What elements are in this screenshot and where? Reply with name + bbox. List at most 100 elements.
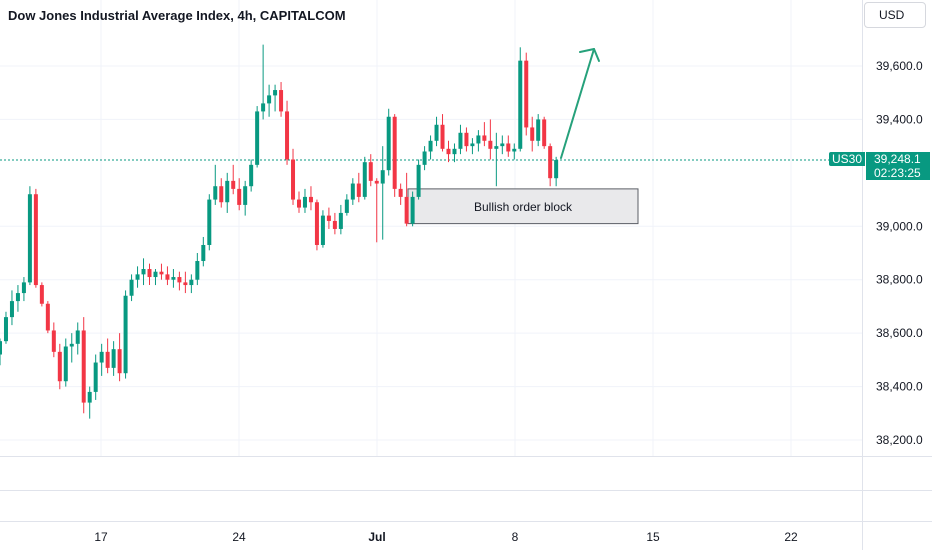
arrow-head bbox=[579, 48, 600, 62]
y-tick-label: 39,000.0 bbox=[876, 219, 923, 233]
chart-title: Dow Jones Industrial Average Index, 4h, … bbox=[8, 8, 346, 23]
candle bbox=[326, 207, 331, 229]
x-axis[interactable]: 17 24 Jul 8 15 22 bbox=[94, 530, 798, 544]
candle-body bbox=[213, 186, 218, 200]
candle-body bbox=[476, 135, 481, 144]
candle bbox=[308, 186, 313, 211]
candle-body bbox=[302, 196, 307, 208]
candle-body bbox=[338, 212, 343, 229]
y-tick-label: 38,400.0 bbox=[876, 380, 923, 394]
candle-body bbox=[279, 90, 284, 112]
candle bbox=[225, 172, 230, 213]
candle bbox=[153, 269, 158, 286]
candle-body bbox=[183, 282, 188, 286]
candle bbox=[338, 204, 343, 235]
candle bbox=[446, 140, 451, 163]
candle-body bbox=[434, 124, 439, 141]
candle bbox=[320, 210, 325, 248]
candle bbox=[404, 172, 409, 227]
candle-body bbox=[159, 271, 164, 275]
candle-body bbox=[440, 124, 445, 149]
current-price-label: 39,248.1 bbox=[866, 152, 930, 166]
candle bbox=[506, 135, 511, 157]
candle-body bbox=[273, 90, 278, 96]
candle-body bbox=[548, 146, 553, 179]
candle bbox=[458, 124, 463, 155]
candle bbox=[416, 159, 421, 200]
candle bbox=[87, 386, 92, 419]
candle-body bbox=[285, 111, 290, 160]
candle bbox=[494, 132, 499, 187]
candle-body bbox=[27, 194, 32, 283]
candle bbox=[410, 191, 415, 227]
candle bbox=[231, 164, 236, 195]
candle bbox=[434, 116, 439, 147]
y-tick-label: 38,600.0 bbox=[876, 326, 923, 340]
candle bbox=[332, 212, 337, 235]
candle-body bbox=[386, 116, 391, 171]
candle-body bbox=[243, 186, 248, 205]
arrow-shaft bbox=[560, 48, 595, 159]
candle bbox=[314, 199, 319, 251]
candle bbox=[0, 338, 2, 366]
candle bbox=[350, 178, 355, 205]
candle bbox=[111, 341, 116, 376]
candle-body bbox=[255, 111, 260, 165]
candle bbox=[207, 194, 212, 251]
candle bbox=[159, 263, 164, 280]
candle bbox=[165, 266, 170, 286]
x-tick-label: 15 bbox=[646, 530, 660, 544]
candle-body bbox=[15, 293, 20, 302]
candle-body bbox=[219, 186, 224, 203]
y-tick-label: 39,400.0 bbox=[876, 112, 923, 126]
symbol-badge: US30 bbox=[829, 152, 865, 166]
candle bbox=[33, 188, 38, 288]
candle bbox=[512, 143, 517, 160]
candle bbox=[141, 258, 146, 286]
candle bbox=[464, 127, 469, 152]
x-tick-label: 17 bbox=[94, 530, 108, 544]
candle-body bbox=[416, 164, 421, 197]
candle bbox=[237, 178, 242, 211]
candle-body bbox=[350, 183, 355, 200]
candle bbox=[428, 135, 433, 160]
candle-body bbox=[45, 303, 50, 331]
currency-button[interactable]: USD bbox=[864, 2, 926, 28]
candle-body bbox=[297, 199, 301, 208]
candle bbox=[422, 146, 427, 171]
y-axis[interactable]: 39,600.0 39,400.0 39,000.0 38,800.0 38,600.0… bbox=[876, 59, 923, 447]
chart-grid bbox=[0, 0, 862, 456]
candle-body bbox=[458, 132, 463, 149]
candle-body bbox=[398, 188, 403, 197]
candle bbox=[255, 106, 260, 168]
candle-body bbox=[57, 351, 62, 382]
candle-body bbox=[506, 143, 511, 152]
candle-body bbox=[69, 343, 74, 347]
candle-body bbox=[308, 196, 313, 203]
candle-body bbox=[147, 269, 152, 278]
candle bbox=[93, 354, 98, 400]
candle bbox=[548, 143, 553, 187]
candle bbox=[21, 277, 26, 302]
candle bbox=[201, 236, 206, 267]
candle-body bbox=[0, 341, 2, 355]
trend-arrow[interactable] bbox=[560, 48, 600, 159]
candle bbox=[81, 317, 86, 414]
candle-body bbox=[9, 301, 14, 318]
candle-body bbox=[368, 162, 373, 181]
candle-body bbox=[542, 119, 547, 147]
candle bbox=[344, 194, 349, 216]
candle-body bbox=[344, 199, 349, 213]
candle bbox=[63, 338, 68, 387]
candle-body bbox=[326, 215, 331, 221]
candle-body bbox=[530, 127, 535, 141]
candle-body bbox=[63, 346, 68, 382]
candle-body bbox=[392, 116, 397, 189]
candle bbox=[105, 338, 110, 374]
candle-body bbox=[428, 140, 433, 152]
candle bbox=[530, 116, 535, 152]
candle bbox=[195, 253, 200, 286]
candle-body bbox=[267, 95, 272, 104]
candle-body bbox=[177, 277, 182, 283]
